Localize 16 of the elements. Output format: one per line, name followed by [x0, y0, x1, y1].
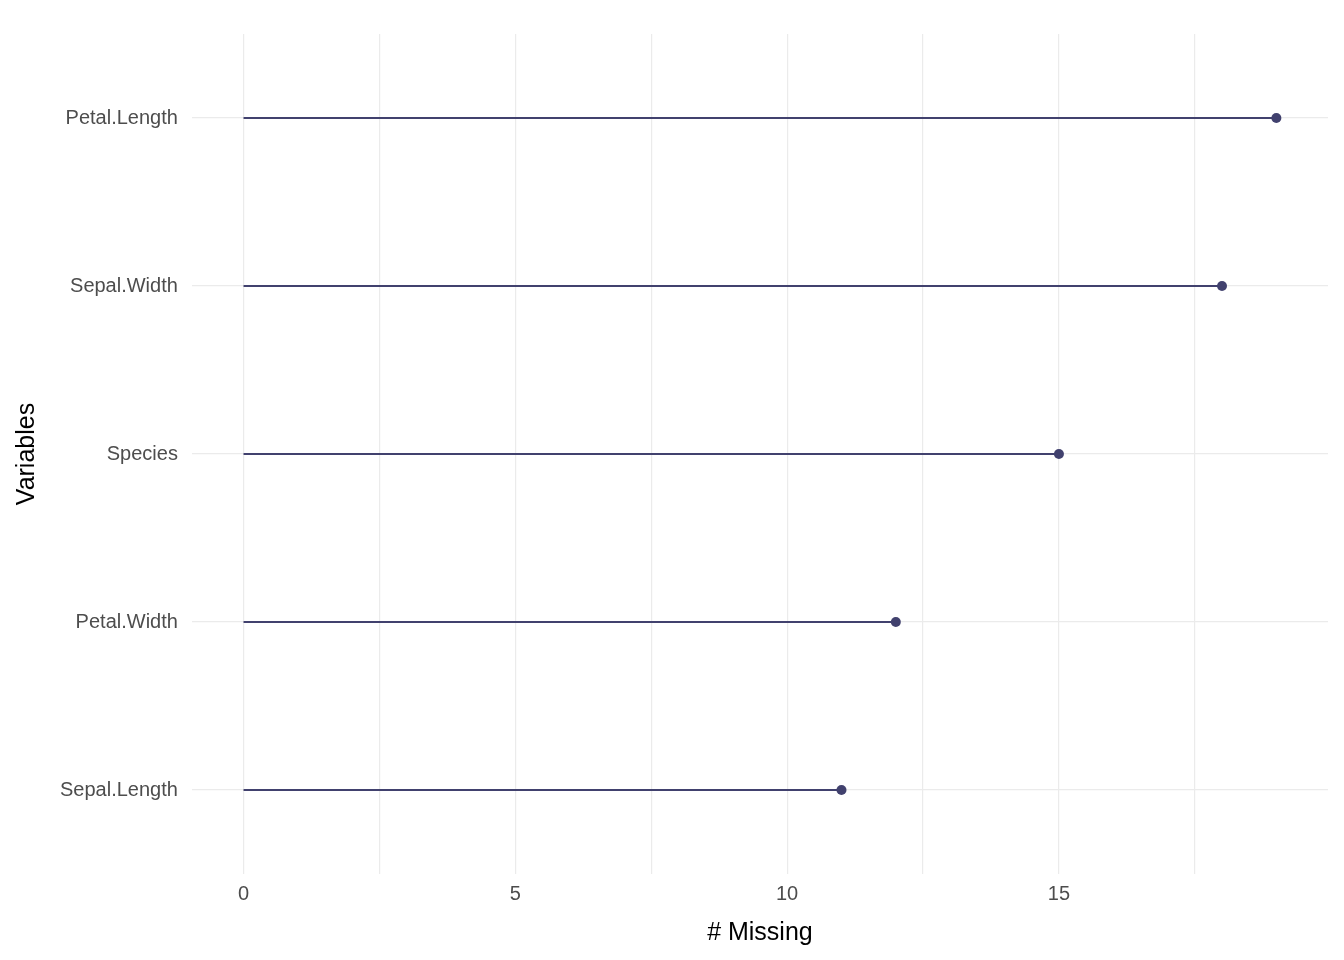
y-tick-label: Petal.Length: [65, 105, 178, 128]
point: [890, 617, 901, 627]
x-tick-label: 10: [776, 881, 799, 904]
x-tick-label: 5: [509, 881, 521, 904]
x-tick-label: 15: [1047, 881, 1071, 904]
y-tick-label: Sepal.Width: [70, 273, 178, 296]
point: [1217, 281, 1227, 291]
point: [836, 785, 847, 795]
x-axis-title: # Missing: [707, 916, 813, 945]
y-tick-label: Species: [106, 441, 178, 464]
point: [1053, 449, 1064, 459]
y-tick-label: Sepal.Length: [59, 777, 178, 800]
y-axis-title: Variables: [10, 402, 39, 506]
point: [1271, 113, 1282, 123]
y-tick-label: Petal.Width: [75, 609, 178, 632]
x-tick-label: 0: [237, 881, 250, 904]
